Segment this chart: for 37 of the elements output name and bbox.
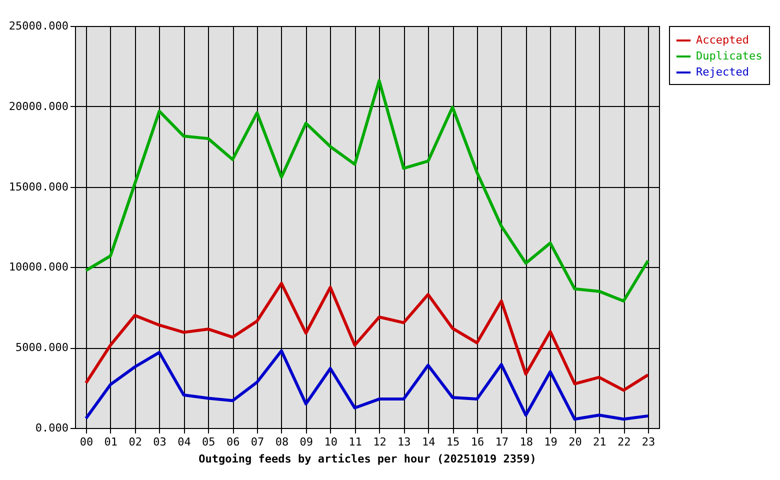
x-tick-label: 17 xyxy=(495,436,509,448)
legend-label: Accepted xyxy=(696,34,749,46)
x-tick-label: 12 xyxy=(373,436,386,448)
x-tick-label: 23 xyxy=(642,436,656,448)
y-tick-label: 0.000 xyxy=(35,422,68,434)
x-tick-label: 13 xyxy=(398,436,411,448)
x-tick-label: 21 xyxy=(593,436,606,448)
x-tick-label: 03 xyxy=(153,436,166,448)
x-tick-label: 14 xyxy=(422,436,436,448)
y-tick-label: 10000.000 xyxy=(8,260,68,274)
x-tick-label: 01 xyxy=(104,436,118,448)
x-tick-label: 11 xyxy=(348,436,362,448)
y-tick-label: 25000.000 xyxy=(8,20,68,32)
x-tick-label: 16 xyxy=(470,436,484,448)
y-tick-label: 15000.000 xyxy=(8,180,68,194)
x-tick-label: 07 xyxy=(250,436,264,448)
legend-label: Duplicates xyxy=(696,50,762,62)
x-tick-label: 00 xyxy=(80,436,94,448)
x-tick-label: 15 xyxy=(446,436,460,448)
legend-label: Rejected xyxy=(696,66,749,78)
x-tick-label: 05 xyxy=(202,436,216,448)
line-series xyxy=(84,282,650,392)
line-series xyxy=(84,349,650,421)
x-tick-label: 18 xyxy=(520,436,533,448)
x-tick-label: 09 xyxy=(300,436,314,448)
x-tick-label: 06 xyxy=(226,436,240,448)
y-tick-label: 20000.000 xyxy=(8,100,68,113)
x-axis-title: Outgoing feeds by articles per hour (20251019 2359) xyxy=(198,452,536,466)
x-tick-label: 20 xyxy=(568,436,582,448)
x-tick-label: 04 xyxy=(178,436,192,448)
x-tick-label: 10 xyxy=(324,436,338,448)
y-tick-label: 5000.000 xyxy=(16,341,68,354)
x-tick-label: 02 xyxy=(128,436,142,448)
line-series xyxy=(84,79,650,302)
x-tick-label: 22 xyxy=(617,436,631,448)
x-tick-label: 19 xyxy=(544,436,558,448)
x-tick-label: 08 xyxy=(275,436,289,448)
